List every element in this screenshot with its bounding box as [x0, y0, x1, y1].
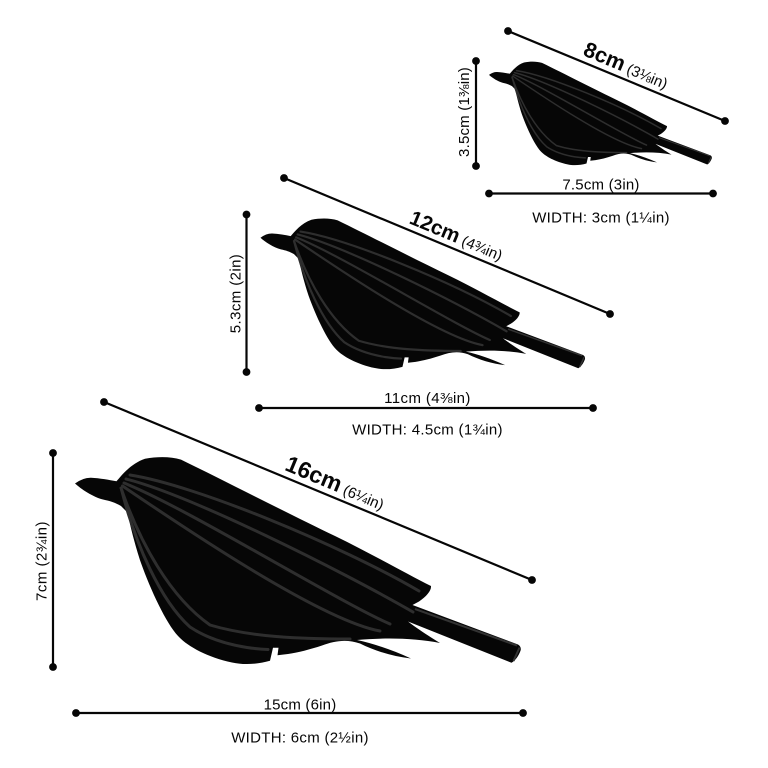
svg-text:3.5cm (1⅜in): 3.5cm (1⅜in): [456, 67, 473, 157]
svg-text:5.3cm (2in): 5.3cm (2in): [228, 254, 245, 333]
svg-text:WIDTH: 6cm (2½in): WIDTH: 6cm (2½in): [231, 730, 369, 747]
svg-text:11cm (4⅜in): 11cm (4⅜in): [384, 390, 471, 407]
svg-text:7cm (2¾in): 7cm (2¾in): [34, 521, 51, 601]
svg-text:7.5cm (3in): 7.5cm (3in): [562, 177, 639, 194]
svg-text:WIDTH: 4.5cm (1¾in): WIDTH: 4.5cm (1¾in): [352, 422, 503, 439]
svg-text:15cm (6in): 15cm (6in): [264, 697, 337, 714]
svg-text:WIDTH: 3cm (1¼in): WIDTH: 3cm (1¼in): [532, 210, 670, 227]
